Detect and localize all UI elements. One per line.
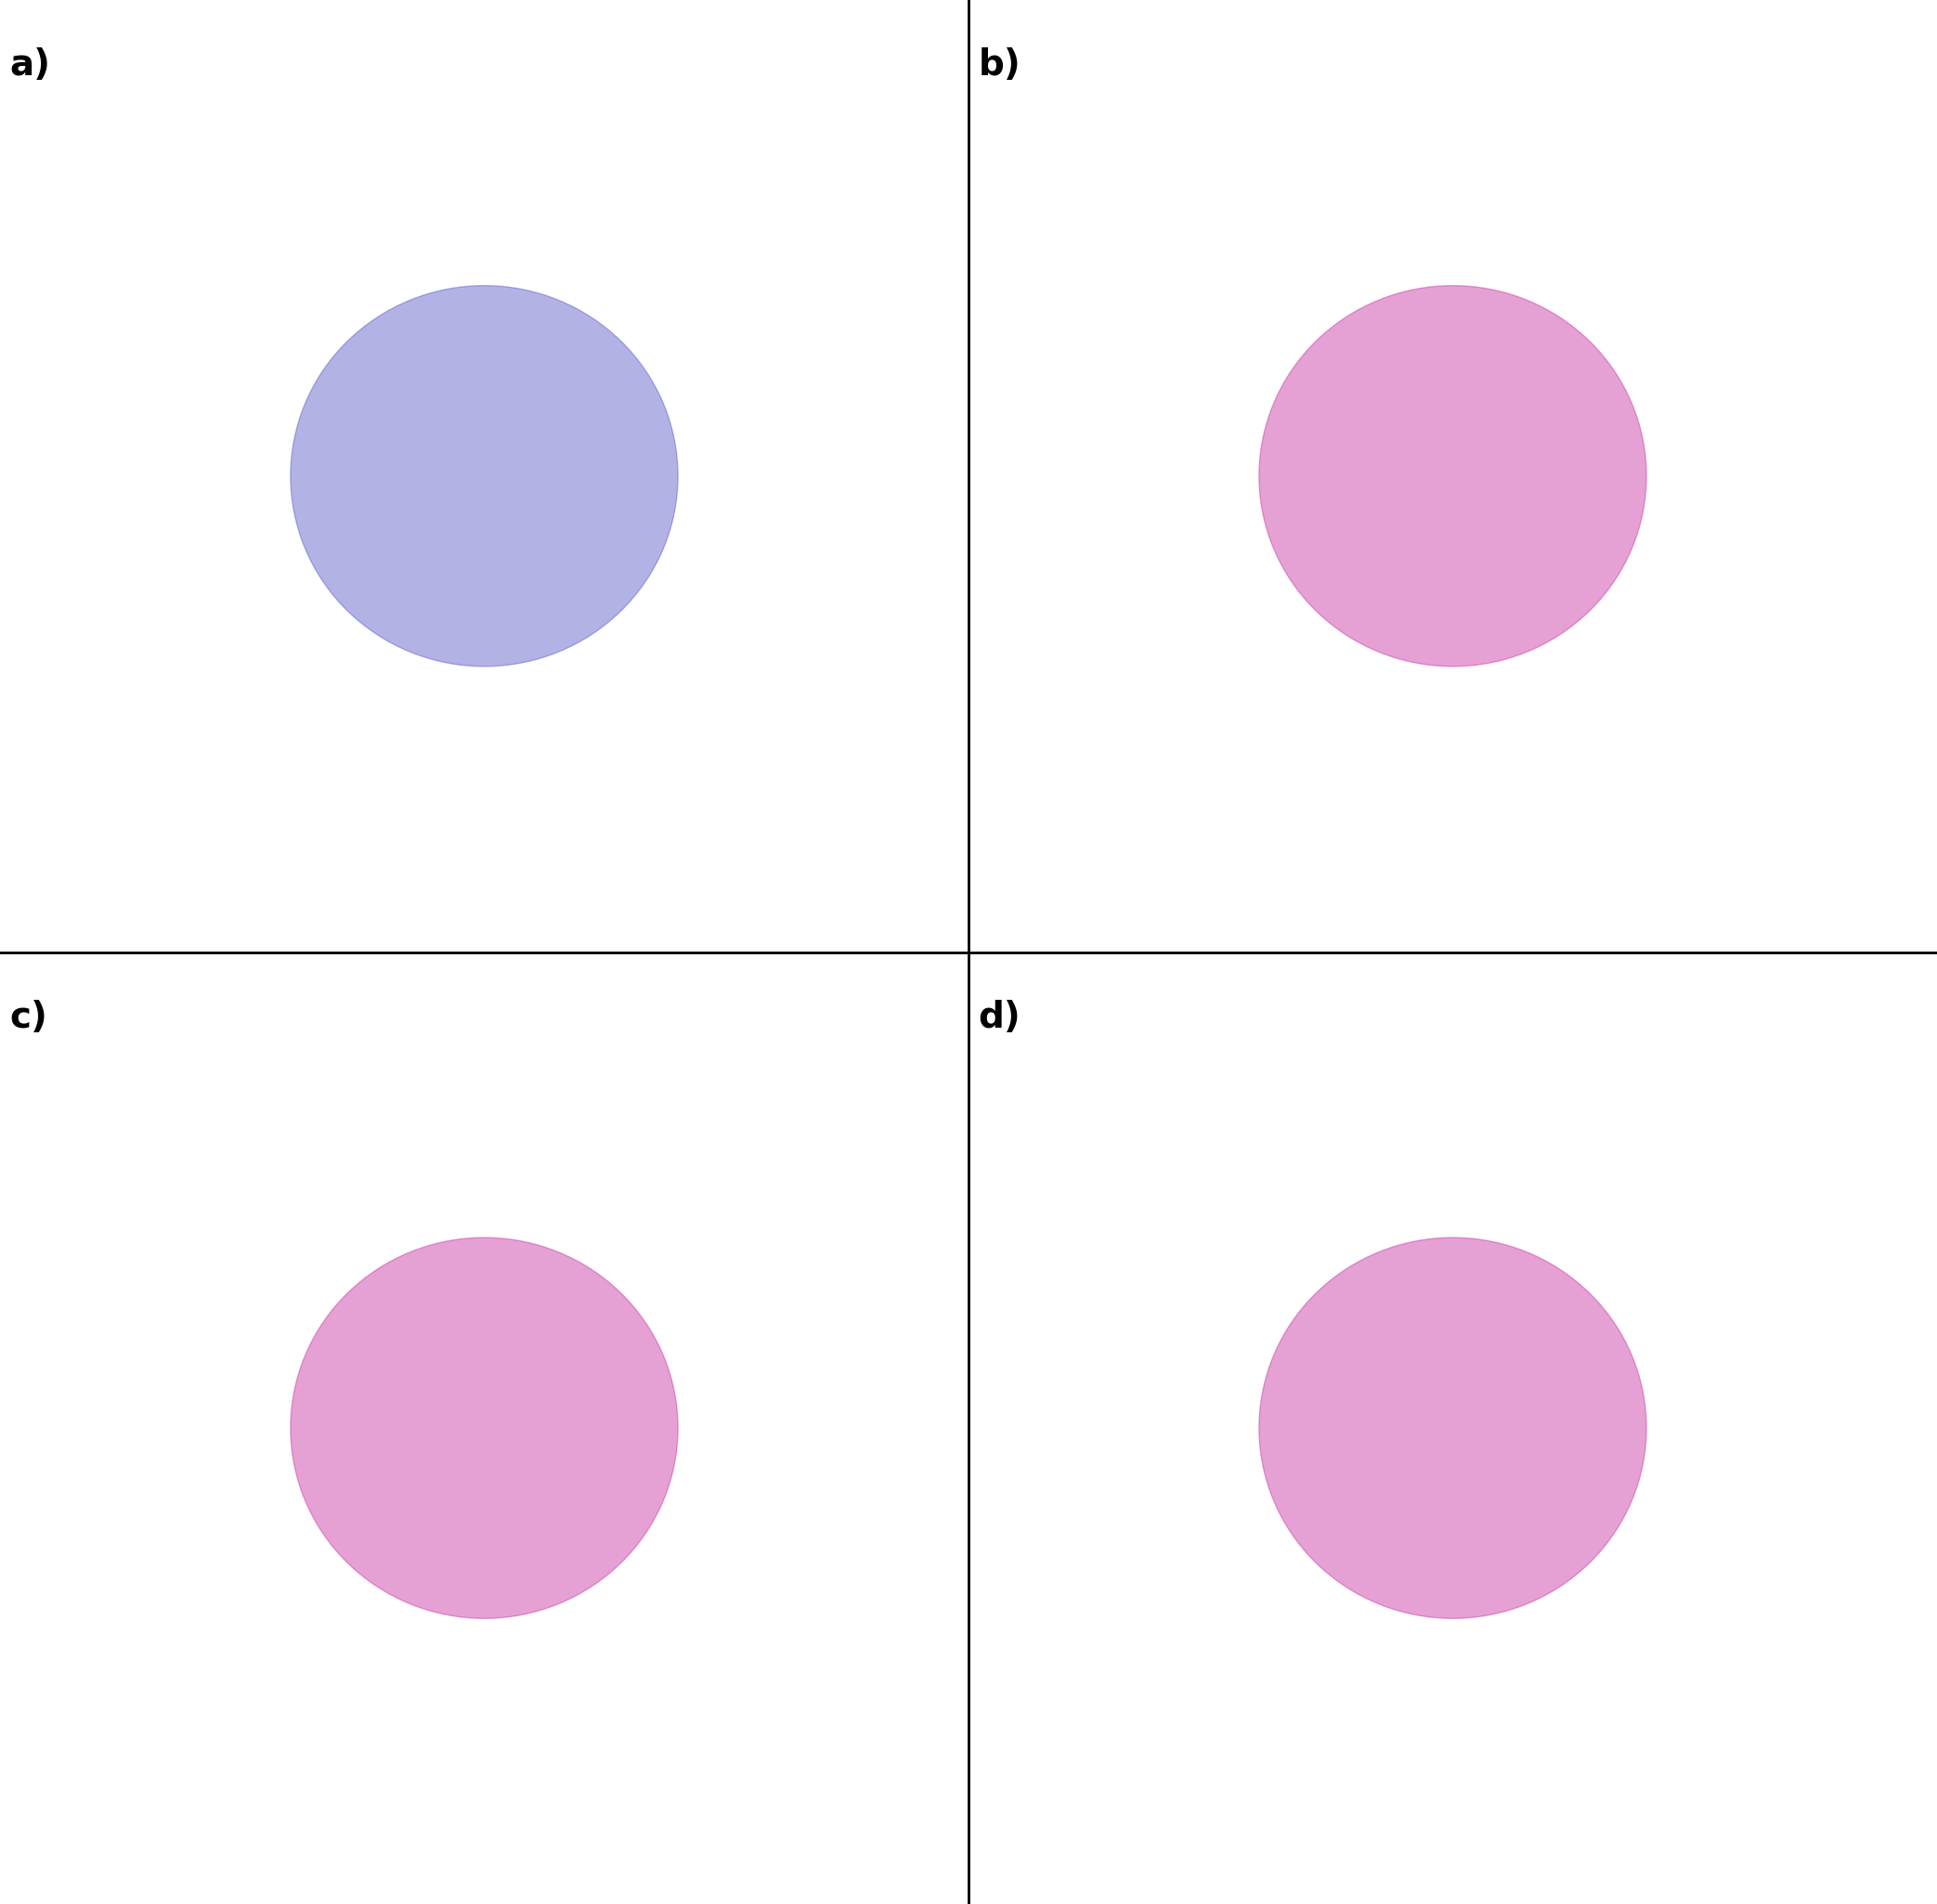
Text: d): d) bbox=[978, 1000, 1021, 1036]
Text: b): b) bbox=[978, 48, 1021, 84]
Text: a): a) bbox=[10, 48, 50, 84]
Text: c): c) bbox=[10, 1000, 48, 1036]
Circle shape bbox=[291, 286, 678, 666]
Circle shape bbox=[291, 1238, 678, 1618]
Circle shape bbox=[1259, 286, 1646, 666]
Circle shape bbox=[1259, 1238, 1646, 1618]
